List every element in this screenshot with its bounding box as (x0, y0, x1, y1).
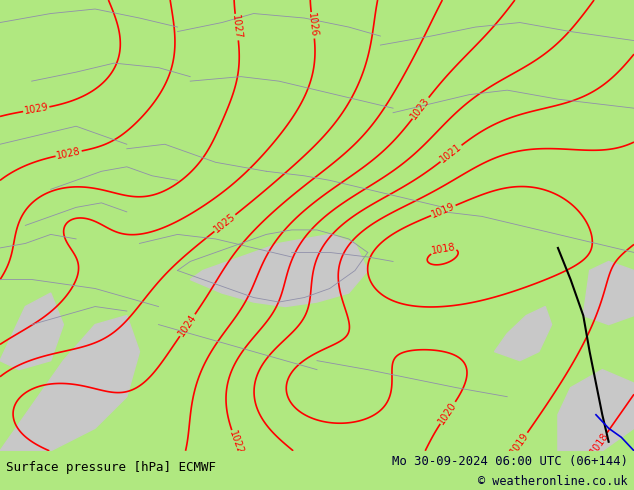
Text: 1028: 1028 (56, 146, 82, 161)
Text: © weatheronline.co.uk: © weatheronline.co.uk (478, 475, 628, 488)
Polygon shape (495, 307, 552, 361)
Text: 1024: 1024 (176, 312, 198, 338)
Polygon shape (190, 234, 368, 307)
Text: Surface pressure [hPa] ECMWF: Surface pressure [hPa] ECMWF (6, 461, 216, 474)
Text: Mo 30-09-2024 06:00 UTC (06+144): Mo 30-09-2024 06:00 UTC (06+144) (392, 455, 628, 468)
Text: 1025: 1025 (212, 212, 238, 235)
Polygon shape (558, 369, 634, 451)
Text: 1019: 1019 (508, 431, 531, 457)
Text: 1018: 1018 (588, 431, 611, 457)
Text: 1019: 1019 (430, 201, 456, 220)
Text: 1022: 1022 (228, 429, 245, 456)
Polygon shape (583, 262, 634, 324)
Text: 1026: 1026 (306, 12, 320, 38)
Text: 1020: 1020 (437, 400, 459, 426)
Polygon shape (0, 293, 63, 369)
Text: 1018: 1018 (430, 242, 456, 256)
Text: 1023: 1023 (409, 96, 432, 121)
Text: 1021: 1021 (438, 142, 464, 165)
Text: 1027: 1027 (230, 14, 243, 40)
Text: 1029: 1029 (23, 102, 49, 117)
Polygon shape (0, 316, 139, 451)
